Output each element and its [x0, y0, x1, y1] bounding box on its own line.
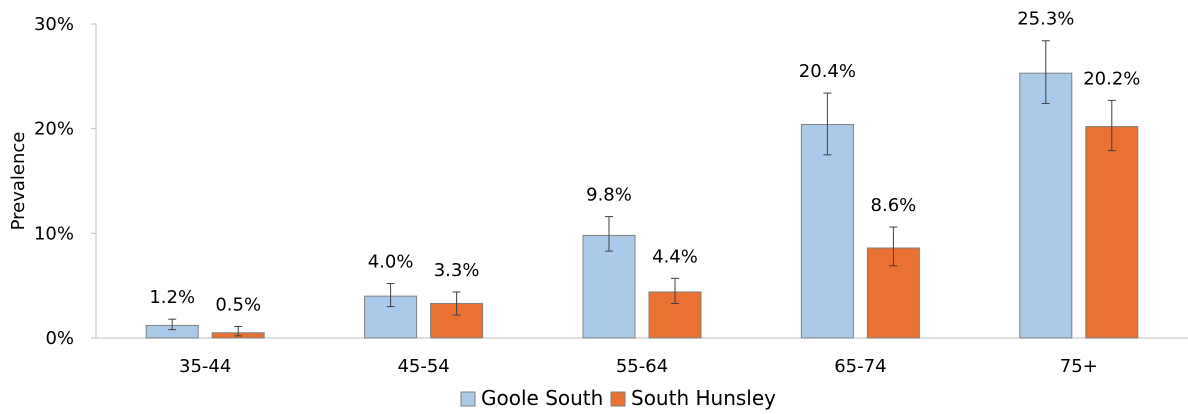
x-tick-label: 35-44 — [179, 356, 231, 377]
data-label: 20.4% — [799, 61, 856, 82]
bar — [800, 123, 854, 339]
data-label: 1.2% — [149, 287, 195, 308]
legend-label: Goole South — [481, 386, 603, 410]
data-label: 3.3% — [434, 260, 480, 281]
bar — [1019, 72, 1073, 339]
x-tick-label: 55-64 — [616, 356, 668, 377]
y-axis: 0% 10% 20% 30% — [34, 14, 97, 349]
x-axis: 35-44 45-54 55-64 65-74 75+ — [96, 337, 1188, 377]
data-label: 4.0% — [368, 252, 414, 273]
legend-swatch — [610, 391, 626, 407]
data-labels: 1.2% 0.5% 4.0% 3.3% 9.8% 4.4% 20.4% 8.6% 25.3% 20… — [149, 9, 1140, 316]
data-label: 9.8% — [586, 185, 632, 206]
y-tick-label: 30% — [34, 14, 74, 35]
legend-label: South Hunsley — [631, 386, 776, 410]
bars — [145, 40, 1139, 339]
data-label: 8.6% — [871, 195, 917, 216]
data-label: 4.4% — [652, 246, 698, 267]
y-axis-title: Prevalence — [8, 132, 29, 231]
y-tick-label: 20% — [34, 119, 74, 140]
legend: Goole South South Hunsley — [460, 386, 776, 410]
legend-swatch — [460, 391, 476, 407]
data-label: 25.3% — [1017, 9, 1074, 30]
x-tick-label: 45-54 — [397, 356, 449, 377]
data-label: 0.5% — [215, 294, 261, 315]
x-tick-label: 75+ — [1060, 356, 1098, 377]
data-label: 20.2% — [1083, 68, 1140, 89]
y-tick-label: 0% — [45, 328, 74, 349]
bar — [1085, 126, 1139, 339]
y-tick-label: 10% — [34, 223, 74, 244]
bar — [582, 234, 636, 339]
x-tick-label: 65-74 — [834, 356, 886, 377]
